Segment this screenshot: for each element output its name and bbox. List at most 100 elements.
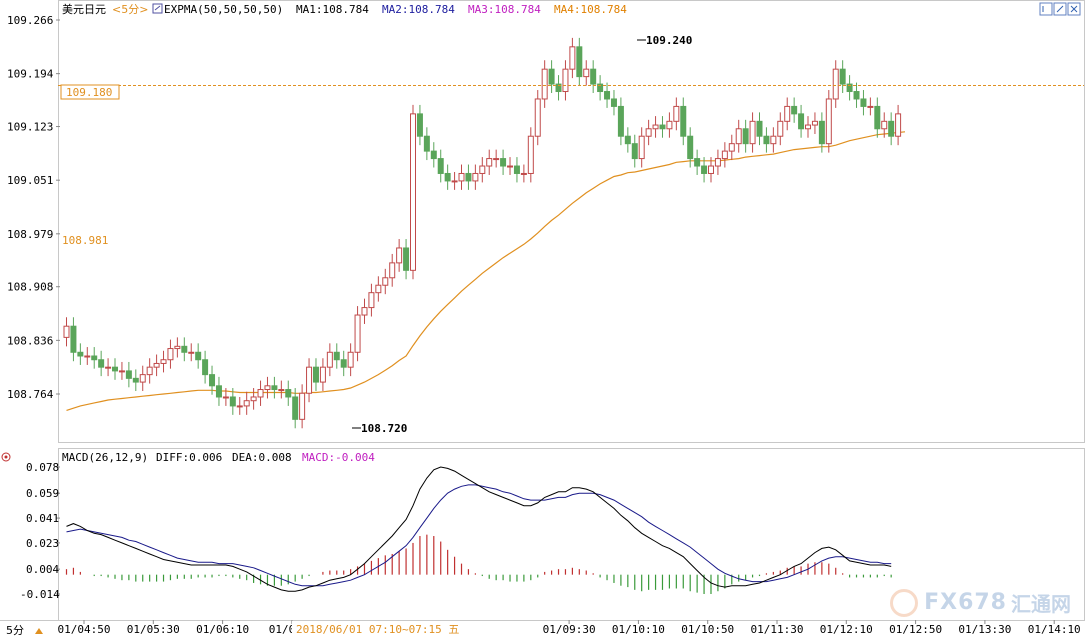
candle (687, 127, 694, 168)
candle (701, 157, 708, 183)
candle (229, 388, 236, 415)
candle (645, 119, 652, 146)
candle-body (375, 284, 382, 294)
candle (98, 350, 105, 377)
candle-body (707, 165, 714, 174)
period-tag[interactable]: <5分> (112, 3, 148, 16)
candle (423, 127, 430, 161)
candle-body (215, 385, 222, 398)
candle-body (396, 247, 403, 264)
candle (867, 97, 874, 116)
candle (735, 119, 742, 153)
candle (638, 127, 645, 168)
candle (84, 347, 91, 365)
candle (410, 104, 416, 280)
candle (721, 142, 728, 168)
candle-body (680, 105, 687, 137)
watermark: FX678 汇通网 (890, 588, 1071, 617)
window-restore-button[interactable] (1039, 2, 1053, 16)
candle-body (652, 124, 659, 130)
candle-body (174, 345, 181, 350)
x-tick-label: 01/13:30 (958, 623, 1011, 636)
candle-body (285, 389, 292, 398)
candle (853, 82, 860, 108)
candle (610, 90, 617, 116)
macd-params: MACD(26,12,9) (62, 451, 148, 464)
candle-body (84, 355, 91, 358)
candle-body (278, 389, 285, 392)
candle (597, 75, 604, 101)
candle (299, 384, 306, 429)
candle (209, 365, 216, 395)
candle (555, 75, 562, 101)
candle (805, 116, 812, 138)
candle (437, 149, 444, 183)
candle-body (507, 165, 514, 168)
watermark-cn: 汇通网 (1011, 592, 1071, 616)
candle (798, 104, 805, 138)
candle (527, 127, 534, 183)
price-tick-label: 108.764 (7, 388, 54, 401)
candle-body (590, 68, 597, 85)
candle-body (673, 105, 680, 122)
candle-body (881, 120, 888, 130)
diff-line (66, 466, 892, 592)
macd-tick-label: 0.004 (26, 563, 59, 576)
candle (493, 149, 500, 168)
candle (125, 361, 132, 388)
indicator-checkbox-icon[interactable] (152, 3, 163, 14)
candle (576, 37, 583, 86)
window-close-glyph-b (1070, 5, 1078, 13)
candle (285, 380, 292, 406)
macd-tick-label: 0.041 (26, 512, 59, 525)
candle (181, 337, 188, 362)
candle-body (458, 172, 465, 182)
ma2-value: MA2:108.784 (382, 3, 455, 16)
macd-tick-label: -0.014 (20, 588, 60, 601)
x-tick-label: 01/12:50 (889, 623, 942, 636)
period-dropdown-icon[interactable] (35, 628, 43, 634)
macd-dea-value: DEA:0.008 (232, 451, 292, 464)
candle-body (340, 359, 347, 368)
candle-body (451, 180, 458, 183)
candlestick-series (63, 37, 902, 429)
candle (507, 157, 514, 175)
high-label: 109.240 (646, 34, 692, 47)
price-tick-label: 109.051 (7, 174, 53, 187)
candle-body (112, 366, 119, 372)
candle-body (527, 135, 534, 174)
macd-settings-icon[interactable] (1, 452, 11, 462)
candle (465, 164, 472, 190)
candle (306, 358, 313, 403)
candle (825, 90, 832, 153)
candle (604, 82, 611, 108)
candle-body (382, 277, 389, 286)
candle (174, 337, 181, 358)
candle-body (617, 105, 624, 137)
candle-body (403, 247, 410, 271)
candle-body (326, 351, 333, 368)
candle-body (229, 396, 236, 407)
candle-body (770, 135, 777, 145)
macd-histogram (65, 534, 892, 594)
candle-body (666, 120, 673, 130)
candle-body (777, 120, 784, 137)
candle (472, 164, 479, 190)
candle (763, 127, 770, 153)
candle-body (534, 98, 541, 137)
candle-body (624, 135, 631, 145)
candle-body (271, 385, 278, 391)
ma4-value: MA4:108.784 (554, 3, 627, 16)
candle (139, 365, 146, 392)
candle (451, 171, 458, 190)
candle-body (811, 120, 818, 126)
candle-body (867, 105, 874, 108)
candle-body (687, 135, 694, 160)
period-button[interactable]: 5分 (6, 624, 24, 637)
candle (188, 343, 195, 362)
candle-body (195, 351, 202, 361)
candle (756, 112, 763, 146)
candle-body (756, 120, 763, 137)
candle (881, 112, 888, 138)
